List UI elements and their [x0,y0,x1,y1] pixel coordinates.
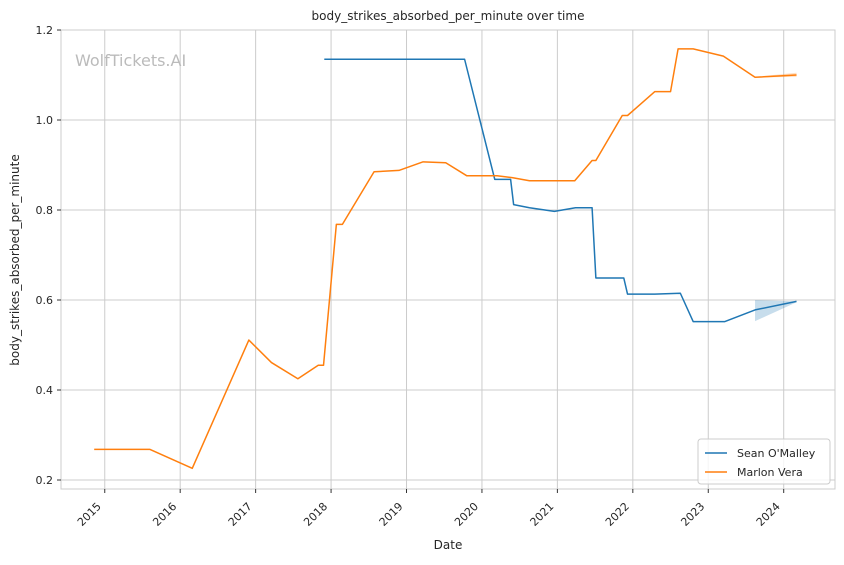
legend-box [697,438,831,485]
series-lines [94,48,797,470]
watermark: WolfTickets.AI [75,51,186,70]
series-line-marlon-vera [94,48,797,470]
y-tick-label: 0.6 [36,294,54,307]
y-axis-ticks: 0.2 0.4 0.6 0.8 1.0 1.2 [36,24,61,487]
legend-label-marlon-vera: Marlon Vera [737,466,803,479]
y-tick-label: 1.2 [36,24,54,37]
y-tick-label: 1.0 [36,114,54,127]
confidence-band-sean-o-malley [755,300,797,322]
legend: Sean O'Malley Marlon Vera [697,438,831,485]
y-axis-label: body_strikes_absorbed_per_minute [8,154,22,365]
plot-frame [60,29,836,490]
series-line-sean-o-malley [324,58,797,323]
chart-title: body_strikes_absorbed_per_minute over ti… [312,9,585,23]
y-tick-label: 0.2 [36,474,54,487]
y-tick-label: 0.4 [36,384,54,397]
x-axis-label: Date [434,538,463,552]
y-tick-label: 0.8 [36,204,54,217]
legend-label-sean-omalley: Sean O'Malley [737,447,816,460]
